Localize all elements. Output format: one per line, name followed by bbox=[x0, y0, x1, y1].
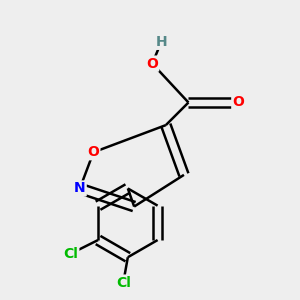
Text: Cl: Cl bbox=[64, 247, 78, 261]
Text: O: O bbox=[146, 57, 158, 70]
Text: N: N bbox=[74, 182, 86, 196]
Text: O: O bbox=[232, 95, 244, 110]
Text: O: O bbox=[88, 145, 99, 159]
Text: Cl: Cl bbox=[116, 276, 131, 289]
Text: H: H bbox=[155, 35, 167, 49]
